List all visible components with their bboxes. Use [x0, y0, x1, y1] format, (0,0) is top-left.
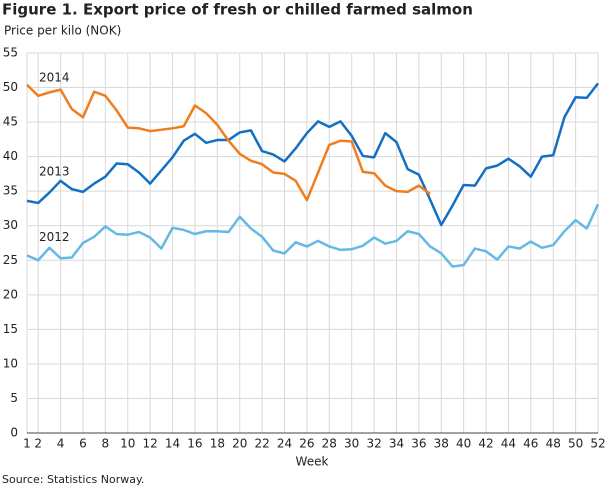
x-tick-label: 16	[187, 437, 202, 451]
y-tick-label: 40	[3, 149, 18, 163]
y-tick-label: 10	[3, 356, 18, 370]
y-axis-label: Price per kilo (NOK)	[4, 24, 121, 38]
x-tick-label: 14	[165, 437, 180, 451]
series-label: 2013	[39, 164, 70, 178]
x-tick-label: 2	[34, 437, 42, 451]
y-tick-label: 30	[3, 218, 18, 232]
x-tick-label: 30	[344, 437, 359, 451]
x-tick-label: 8	[102, 437, 110, 451]
y-tick-label: 15	[3, 322, 18, 336]
source: Source: Statistics Norway.	[2, 473, 144, 486]
y-tick-label: 35	[3, 184, 18, 198]
x-tick-label: 12	[143, 437, 158, 451]
series-line	[26, 83, 431, 202]
y-tick-label: 55	[3, 46, 18, 60]
series-label: 2012	[39, 230, 70, 244]
x-tick-label: 40	[456, 437, 471, 451]
series-label: 2014	[39, 70, 70, 84]
y-tick-label: 20	[3, 287, 18, 301]
y-tick-label: 5	[10, 391, 18, 405]
series-line	[26, 82, 599, 227]
x-tick-label: 52	[590, 437, 605, 451]
series-line	[26, 203, 600, 268]
x-tick-label: 44	[501, 437, 516, 451]
y-tick-label: 45	[3, 115, 18, 129]
y-tick-label: 25	[3, 253, 18, 267]
x-tick-label: 34	[389, 437, 404, 451]
x-tick-label: 32	[366, 437, 381, 451]
y-tick-label: 0	[10, 426, 18, 440]
x-tick-label: 38	[434, 437, 449, 451]
x-tick-label: 4	[57, 437, 65, 451]
x-axis-label: Week	[296, 455, 329, 469]
x-tick-label: 36	[411, 437, 426, 451]
x-tick-label: 22	[254, 437, 269, 451]
x-tick-label: 26	[299, 437, 314, 451]
x-tick-label: 10	[120, 437, 135, 451]
x-tick-label: 18	[210, 437, 225, 451]
x-tick-label: 24	[277, 437, 292, 451]
x-tick-label: 20	[232, 437, 247, 451]
chart-title: Figure 1. Export price of fresh or chill…	[2, 1, 473, 19]
x-tick-label: 28	[322, 437, 337, 451]
x-tick-label: 42	[478, 437, 493, 451]
x-tick-label: 46	[523, 437, 538, 451]
y-tick-label: 50	[3, 80, 18, 94]
x-tick-label: 6	[79, 437, 87, 451]
x-tick-label: 50	[568, 437, 583, 451]
x-tick-label: 48	[546, 437, 561, 451]
x-tick-label: 1	[23, 437, 31, 451]
